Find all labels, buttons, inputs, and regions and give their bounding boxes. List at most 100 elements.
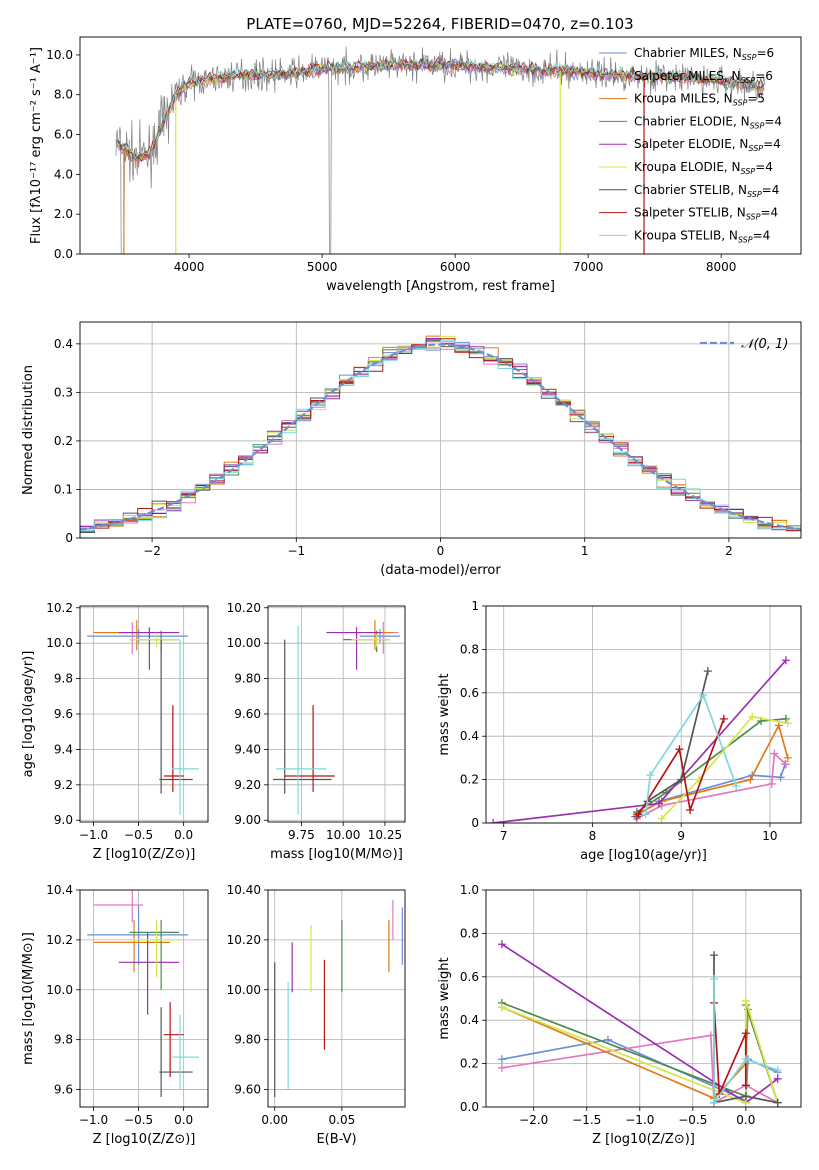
x-tick-label: 9 (677, 829, 685, 843)
axes-frame (267, 605, 406, 823)
y-tick-label: 9.4 (54, 742, 73, 756)
x-axis-label: (data-model)/error (380, 563, 501, 578)
legend-label-sub: SSP (742, 53, 757, 62)
legend-label-tail: =4 (764, 114, 782, 128)
legend-label-main: Kroupa STELIB, N (634, 228, 738, 242)
x-tick-label: −0.5 (124, 1113, 153, 1127)
y-tick-label: 0.0 (54, 247, 73, 261)
y-tick-label: 10.00 (227, 636, 261, 650)
weight-marker-kroupa-elodie (497, 1003, 506, 1012)
model-line-salpeter-stelib (115, 56, 765, 160)
x-tick-label: 0.0 (174, 828, 193, 842)
legend-label-sub: SSP (738, 235, 753, 244)
weight-marker-chabrier-stelib (703, 667, 712, 676)
x-tick-label: 0.0 (174, 1113, 193, 1127)
y-tick-label: 9.20 (234, 778, 261, 792)
y-tick-label: 0.0 (460, 1100, 479, 1114)
y-tick-label: 2.0 (54, 207, 73, 221)
axes-frame (485, 605, 802, 824)
weight-marker-salpeter-stelib (741, 1029, 750, 1038)
weight-marker-salpeter-stelib (719, 714, 728, 723)
weight-marker-chabrier-stelib (677, 775, 686, 784)
model-line-kroupa-stelib (115, 57, 765, 159)
y-tick-label: 9.80 (234, 1033, 261, 1047)
weight-marker-chabrier-miles (497, 1055, 506, 1064)
plot-area-residuals (80, 335, 801, 533)
weight-marker-kroupa-miles (746, 775, 755, 784)
legend-label-tail: =4 (760, 206, 778, 220)
x-tick-label: −2 (143, 544, 161, 558)
legend-label-main: Chabrier STELIB, N (634, 183, 747, 197)
x-tick-label: 7000 (573, 260, 604, 274)
y-tick-label: 0.4 (54, 337, 73, 351)
model-line-kroupa-elodie (115, 57, 765, 160)
chart-age_vs_mass: 9.75 10.00 10.25 9.00 9.20 9.40 9.60 9.80 10.00 1… (227, 601, 406, 862)
y-tick-label: 10.00 (227, 983, 261, 997)
y-tick-label: 9.0 (54, 813, 73, 827)
weight-marker-kroupa-miles (774, 721, 783, 730)
y-axis-label: age [log10(age/yr)] (21, 651, 36, 778)
weight-marker-kroupa-stelib (732, 782, 741, 791)
legend-label-main: Kroupa ELODIE, N (634, 160, 741, 174)
legend-label-tail: =5 (747, 92, 765, 106)
axes-frame (79, 889, 209, 1108)
y-axis-label: Normed distribution (21, 365, 36, 495)
y-tick-label: 9.60 (234, 707, 261, 721)
y-tick-label: 9.8 (54, 1033, 73, 1047)
legend-label: Chabrier MILES, NSSP=6 (634, 46, 774, 62)
weight-marker-chabrier-stelib (741, 1092, 750, 1101)
weight-marker-kroupa-stelib (699, 690, 708, 699)
x-tick-label: 2 (725, 544, 733, 558)
weight-marker-kroupa-stelib (710, 974, 719, 983)
x-tick-label: −1.5 (572, 1113, 601, 1127)
y-tick-label: 0.4 (460, 1013, 479, 1027)
weight-marker-salpeter-stelib (634, 810, 643, 819)
y-tick-label: 9.6 (54, 1083, 73, 1097)
y-tick-label: 8.0 (54, 88, 73, 102)
legend-label-sub: SSP (741, 76, 756, 85)
legend-label-main: Salpeter ELODIE, N (634, 137, 748, 151)
y-tick-label: 0.2 (54, 434, 73, 448)
x-axis-label: age [log10(age/yr)] (580, 848, 707, 863)
chart-residuals: −2 −1 0 1 2 0 0.1 0.2 0.3 0.4 (data-model)/error No… (21, 321, 802, 578)
legend-label-sub: SSP (747, 190, 762, 199)
weight-marker-salpeter-elodie (497, 940, 506, 949)
y-tick-label: 10.2 (46, 601, 73, 615)
legend-label-sub: SSP (733, 99, 748, 108)
chart-massweight_vs_Z: −2.0 −1.5 −1.0 −0.5 0.0 0.0 0.2 0.4 0.6 0.8 1.0 Z [… (437, 883, 802, 1147)
y-tick-label: 0.2 (460, 1057, 479, 1071)
legend-label: Salpeter ELODIE, NSSP=4 (634, 137, 781, 153)
y-tick-label: 9.80 (234, 672, 261, 686)
weight-marker-kroupa-stelib (710, 1098, 719, 1107)
residual-hist-kroupa-elodie (80, 335, 801, 530)
normal-legend-label: 𝒩(0, 1) (741, 337, 788, 352)
weight-marker-kroupa-elodie (748, 712, 757, 721)
x-tick-label: 0.00 (261, 1113, 288, 1127)
y-tick-label: 0 (471, 816, 479, 830)
x-tick-label: 0 (437, 544, 445, 558)
weight-line-kroupa-elodie (661, 715, 788, 820)
weight-marker-chabrier-stelib (773, 1098, 782, 1107)
x-tick-label: −1.0 (79, 828, 108, 842)
y-axis-label: Flux [fλ10⁻¹⁷ erg cm⁻² s⁻¹ A⁻¹] (29, 47, 44, 244)
legend-label-tail: =4 (753, 228, 771, 242)
weight-marker-salpeter-stelib (675, 745, 684, 754)
plot-area-age_vs_Z (87, 620, 199, 815)
legend-label-tail: =6 (756, 46, 774, 60)
weight-marker-salpeter-miles (767, 779, 776, 788)
weight-marker-kroupa-stelib (773, 1066, 782, 1075)
legend-label: Kroupa ELODIE, NSSP=4 (634, 160, 773, 176)
axes-frame (79, 605, 209, 823)
legend-label-main: Salpeter STELIB, N (634, 206, 746, 220)
legend-label-main: Chabrier MILES, N (634, 46, 742, 60)
x-tick-label: 0.05 (329, 1113, 356, 1127)
plot-area-massweight_vs_Z (497, 940, 782, 1107)
x-tick-label: −0.5 (124, 828, 153, 842)
weight-line-kroupa-stelib (713, 979, 778, 1106)
y-tick-label: 10.2 (46, 933, 73, 947)
y-tick-label: 9.8 (54, 672, 73, 686)
x-tick-label: 10.00 (326, 828, 360, 842)
legend-label: Kroupa MILES, NSSP=5 (634, 92, 765, 108)
weight-line-salpeter-elodie (493, 659, 787, 823)
y-tick-label: 0.8 (460, 642, 479, 656)
